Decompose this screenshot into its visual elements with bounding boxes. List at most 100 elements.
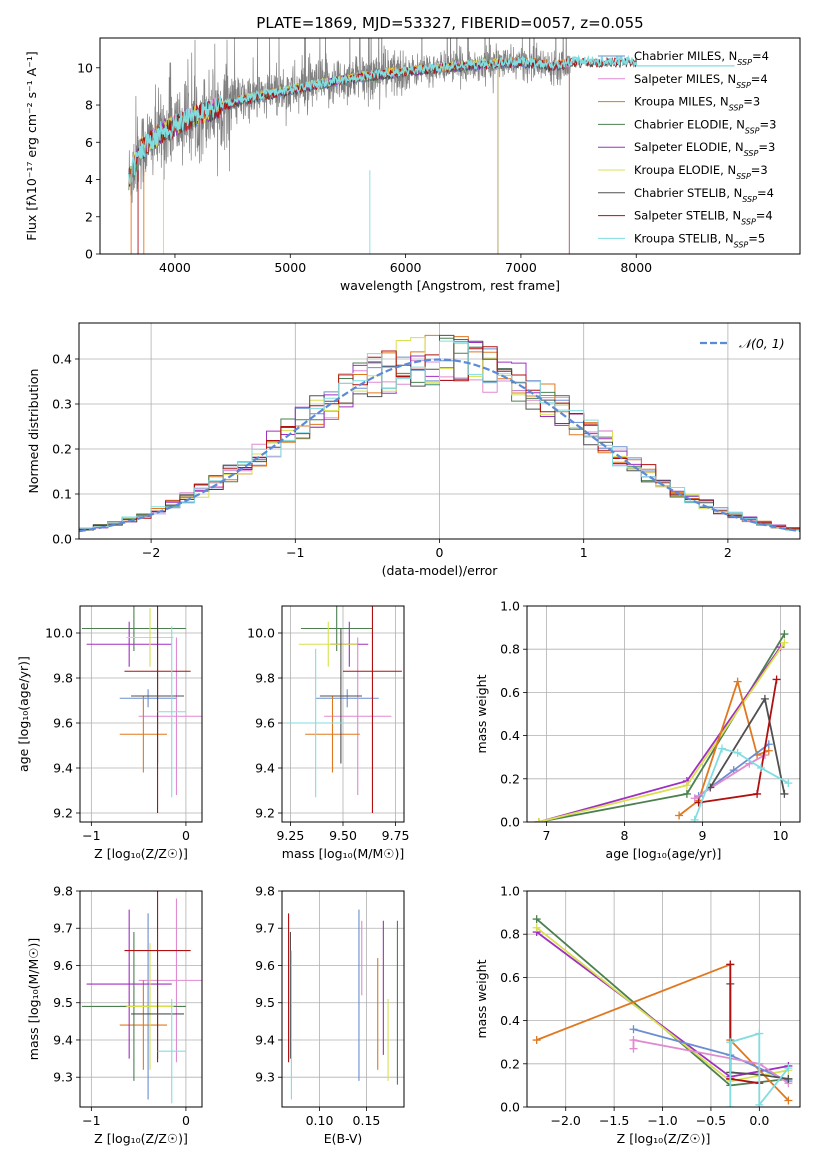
y-tick-label: 9.2 <box>255 806 275 821</box>
age-mass-panel <box>282 606 404 822</box>
legend-label: Salpeter STELIB, NSSP=4 <box>634 209 773 227</box>
y-tick-label: 0.2 <box>500 1056 520 1071</box>
y-axis-label: mass [log₁₀(M/M☉)] <box>26 938 41 1060</box>
hist-step <box>79 340 800 531</box>
x-tick-label: −2 <box>142 545 160 560</box>
y-tick-label: 9.4 <box>53 761 73 776</box>
y-axis-label: Normed distribution <box>26 369 41 494</box>
plus-marker <box>757 764 765 772</box>
y-tick-label: 1.0 <box>500 599 520 614</box>
spectrum-panel-frame: 4000 5000 6000 7000 8000 0 2 4 6 8 10 wavelength [A… <box>24 14 801 293</box>
hist-panel-frame: −2 −1 0 1 2 0.0 0.1 0.2 0.3 0.4 (data-model)/error… <box>26 322 801 578</box>
x-axis-label: Z [log₁₀(Z/Z☉)] <box>94 1131 188 1146</box>
x-tick-label: −1 <box>82 1113 100 1128</box>
plus-marker <box>629 1044 638 1053</box>
x-tick-label: 4000 <box>159 260 191 275</box>
plus-marker <box>772 675 781 684</box>
legend-label: 𝒩(0, 1) <box>739 336 785 351</box>
series-line <box>632 1038 789 1084</box>
y-axis-label: mass weight <box>474 959 489 1038</box>
x-axis-label: Z [log₁₀(Z/Z☉)] <box>617 1131 711 1146</box>
errorbar-kroupa-miles <box>119 696 168 773</box>
y-tick-label: 9.5 <box>255 995 275 1010</box>
plus-marker <box>690 815 699 822</box>
y-tick-label: 9.8 <box>255 671 275 686</box>
y-tick-label: 9.4 <box>53 1032 73 1047</box>
plot-area <box>128 38 735 254</box>
x-tick-label: −1.0 <box>647 1113 677 1128</box>
plus-marker <box>682 781 691 790</box>
plus-marker <box>726 1103 735 1107</box>
errorbar-salpeter-miles <box>324 637 392 795</box>
plot-area <box>79 334 800 533</box>
y-tick-label: 0.6 <box>500 970 520 985</box>
axes-frame <box>99 37 801 255</box>
y-tick-label: 9.8 <box>255 884 275 899</box>
plus-marker <box>629 1025 638 1034</box>
x-axis-label: Z [log₁₀(Z/Z☉)] <box>94 846 188 861</box>
x-axis-label: (data-model)/error <box>382 563 499 578</box>
y-tick-label: 10.0 <box>45 626 73 641</box>
plus-marker <box>733 748 742 757</box>
y-tick-label: 8 <box>85 98 93 113</box>
plot-area <box>288 909 398 1100</box>
errorbar-chabrier-stelib <box>319 628 362 764</box>
x-tick-label: 0 <box>436 545 444 560</box>
mass-ebv-panel <box>282 890 404 1107</box>
errorbar-salpeter-stelib <box>343 606 402 813</box>
series-chabrier-stelib <box>706 694 789 798</box>
errorbar-salpeter-stelib <box>124 606 191 813</box>
legend-label: Kroupa STELIB, NSSP=5 <box>634 231 765 249</box>
y-tick-label: 0.2 <box>52 442 72 457</box>
legend-label: Salpeter MILES, NSSP=4 <box>634 72 768 90</box>
mass-ebv-panel-frame: 0.10 0.15 9.3 9.4 9.5 9.6 9.7 9.8 E(B-V) <box>255 884 405 1146</box>
y-tick-label: 9.3 <box>53 1070 73 1085</box>
y-tick-label: 9.5 <box>53 995 73 1010</box>
gaussian-curve <box>79 358 800 533</box>
axes-frame <box>79 890 203 1108</box>
y-tick-label: 0.4 <box>500 1013 520 1028</box>
x-tick-label: 2 <box>724 545 732 560</box>
plus-marker <box>760 694 769 703</box>
x-tick-label: 0.0 <box>749 1113 769 1128</box>
y-tick-label: 10.0 <box>247 626 275 641</box>
y-tick-label: 0.6 <box>500 685 520 700</box>
x-tick-label: 10 <box>773 828 789 843</box>
errorbar-kroupa-miles <box>305 696 360 773</box>
y-axis-label: Flux [fλ10⁻¹⁷ erg cm⁻² s⁻¹ A⁻¹] <box>24 51 39 240</box>
axes-frame <box>526 890 801 1108</box>
x-tick-label: 9.25 <box>276 828 304 843</box>
legend-label: Kroupa MILES, NSSP=3 <box>634 95 760 113</box>
errorbar-chabrier-elodie <box>81 606 186 651</box>
series-kroupa-elodie <box>534 638 789 822</box>
y-tick-label: 0.4 <box>52 352 72 367</box>
legend-label: Chabrier MILES, NSSP=4 <box>634 49 769 67</box>
x-axis-label: wavelength [Angstrom, rest frame] <box>340 278 560 293</box>
mass-z-panel <box>80 890 202 1107</box>
plus-marker <box>755 1100 764 1107</box>
x-tick-label: −0.5 <box>696 1113 726 1128</box>
y-tick-label: 0.1 <box>52 487 72 502</box>
x-tick-label: 9.75 <box>382 828 410 843</box>
series-kroupa-stelib <box>690 744 793 822</box>
legend-label: Chabrier ELODIE, NSSP=3 <box>634 117 776 135</box>
plus-marker <box>753 789 762 798</box>
y-tick-label: 9.8 <box>53 884 73 899</box>
x-tick-label: 8 <box>621 828 629 843</box>
y-tick-label: 9.7 <box>255 921 275 936</box>
x-tick-label: 8000 <box>620 260 652 275</box>
y-tick-label: 9.6 <box>53 716 73 731</box>
plus-marker <box>675 811 684 820</box>
plus-marker <box>733 677 742 686</box>
errorbar-kroupa-miles <box>119 980 168 1070</box>
errorbar-kroupa-elodie <box>126 943 174 1070</box>
x-axis-label: E(B-V) <box>324 1131 363 1146</box>
errorbar-chabrier-elodie <box>300 606 373 651</box>
legend-label: Salpeter ELODIE, NSSP=3 <box>634 140 775 158</box>
errorbar-kroupa-stelib <box>157 626 186 798</box>
y-tick-label: 2 <box>85 209 93 224</box>
chart-title: PLATE=1869, MJD=53327, FIBERID=0057, z=0… <box>256 14 643 32</box>
mw-z-panel <box>527 890 800 1108</box>
age-z-panel-frame: −1 0 9.2 9.4 9.6 9.8 10.0 Z [log₁₀(Z/Z☉)] age [l… <box>16 605 203 861</box>
